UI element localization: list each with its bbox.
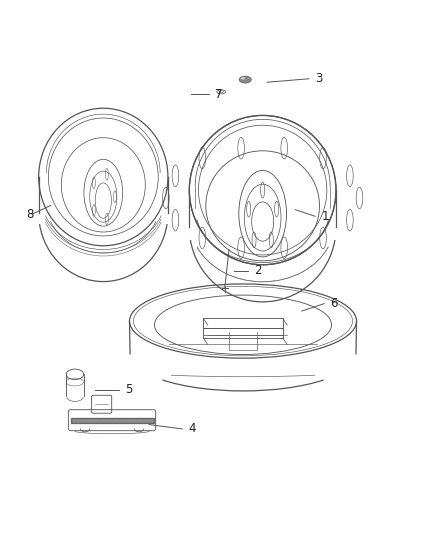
Text: 1: 1 — [321, 210, 329, 223]
Text: 2: 2 — [254, 264, 261, 277]
Text: 3: 3 — [315, 72, 322, 85]
Text: 4: 4 — [188, 423, 196, 435]
Text: 5: 5 — [125, 383, 133, 396]
Ellipse shape — [241, 77, 245, 79]
Text: 6: 6 — [330, 297, 338, 310]
Ellipse shape — [239, 76, 251, 83]
Text: 7: 7 — [215, 87, 222, 101]
Text: 8: 8 — [26, 208, 33, 221]
Polygon shape — [71, 418, 153, 423]
